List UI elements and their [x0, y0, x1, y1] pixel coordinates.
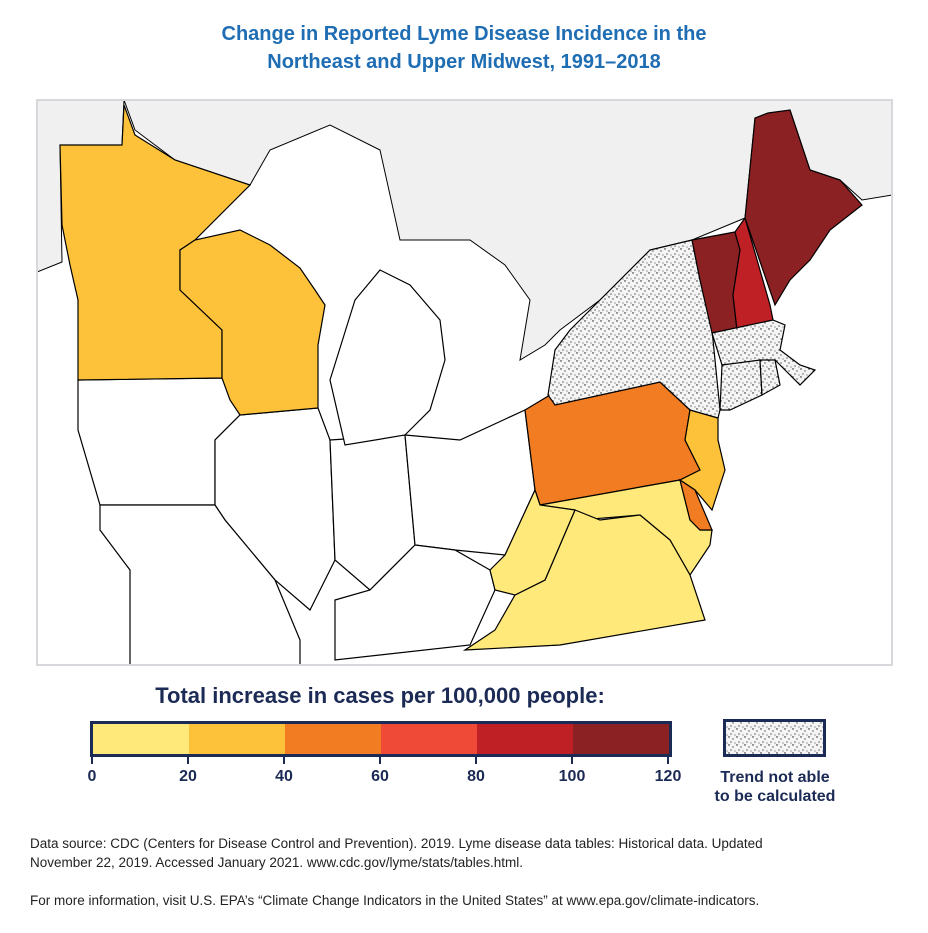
legend-tick-label: 20 [179, 768, 197, 785]
legend-bin-40-60 [285, 724, 381, 754]
legend-tick [187, 754, 189, 764]
legend-tick [283, 754, 285, 764]
legend-tick-label: 100 [558, 768, 586, 785]
chart-title: Change in Reported Lyme Disease Incidenc… [0, 20, 928, 76]
state-rhode-island [759, 359, 781, 396]
legend-bin-60-80 [381, 724, 477, 754]
not-calculated-line-1: Trend not able [720, 769, 830, 786]
legend-tick-label: 120 [654, 768, 682, 785]
state-wisconsin [179, 229, 326, 416]
legend-tick-label: 0 [87, 768, 97, 785]
map-frame [36, 99, 893, 666]
legend-tick-label: 80 [467, 768, 485, 785]
source-line-2: November 22, 2019. Accessed January 2021… [30, 855, 523, 870]
legend-bin-80-100 [477, 724, 573, 754]
legend-tick-label: 60 [371, 768, 389, 785]
source-line-1: Data source: CDC (Centers for Disease Co… [30, 836, 763, 851]
legend-color-bar [90, 721, 672, 757]
legend-bin-0-20 [93, 724, 189, 754]
not-calculated-box [723, 719, 826, 757]
title-line-1: Change in Reported Lyme Disease Incidenc… [221, 23, 707, 45]
legend-tick [91, 754, 93, 764]
not-calculated-label: Trend not able to be calculated [700, 768, 850, 806]
state-missouri [99, 504, 301, 665]
title-line-2: Northeast and Upper Midwest, 1991–2018 [267, 51, 661, 73]
legend-tick [571, 754, 573, 764]
data-source-note: Data source: CDC (Centers for Disease Co… [30, 834, 910, 872]
legend-tick [667, 754, 669, 764]
state-michigan [329, 269, 446, 446]
legend-tick [475, 754, 477, 764]
state-delaware [679, 478, 713, 531]
state-connecticut [719, 359, 763, 411]
not-calculated-line-2: to be calculated [714, 788, 836, 805]
state-maine [744, 109, 863, 307]
state-west-virginia [489, 488, 576, 596]
more-info-note: For more information, visit U.S. EPA’s “… [30, 893, 760, 908]
state-new-jersey [678, 409, 726, 512]
legend-title: Total increase in cases per 100,000 peop… [155, 683, 605, 708]
legend-tick [379, 754, 381, 764]
legend-bin-100-120 [573, 724, 669, 754]
state-illinois [214, 407, 336, 611]
legend-tick-label: 40 [275, 768, 293, 785]
not-calculated-swatch [726, 722, 823, 754]
legend-bin-20-40 [189, 724, 285, 754]
